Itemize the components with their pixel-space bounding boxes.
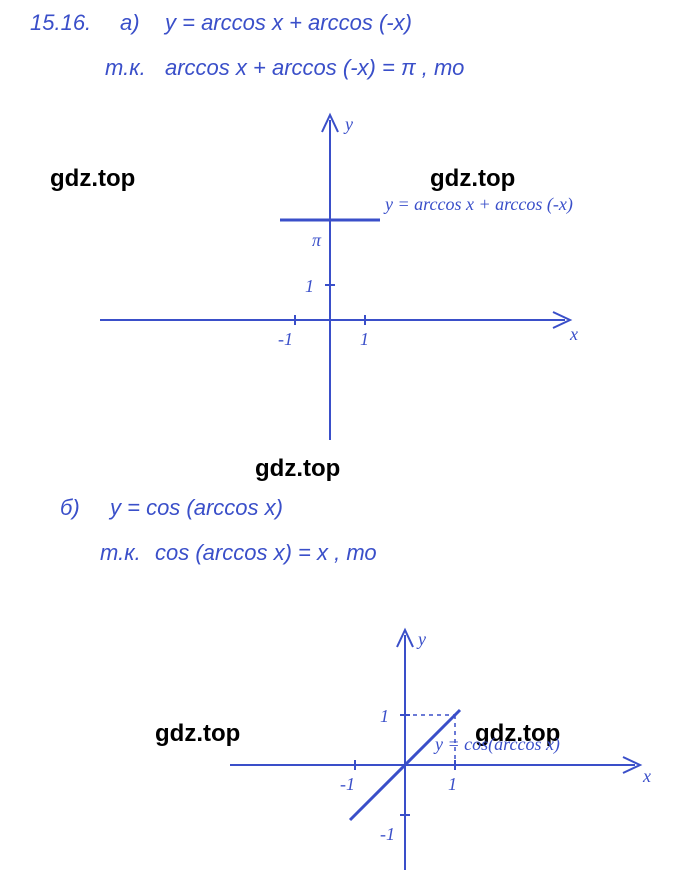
graph-b-function-label: y = cos(arccos x)	[433, 734, 560, 755]
graph-b: y x 1 -1 1 -1 y = cos(arccos x)	[0, 0, 693, 877]
graph-b-tick-y1-label: 1	[380, 706, 389, 726]
graph-b-x-label: x	[642, 766, 651, 786]
graph-b-tick-xneg1-label: -1	[340, 774, 355, 794]
graph-b-y-label: y	[416, 629, 426, 649]
graph-b-tick-x1-label: 1	[448, 774, 457, 794]
graph-b-tick-yneg1-label: -1	[380, 824, 395, 844]
